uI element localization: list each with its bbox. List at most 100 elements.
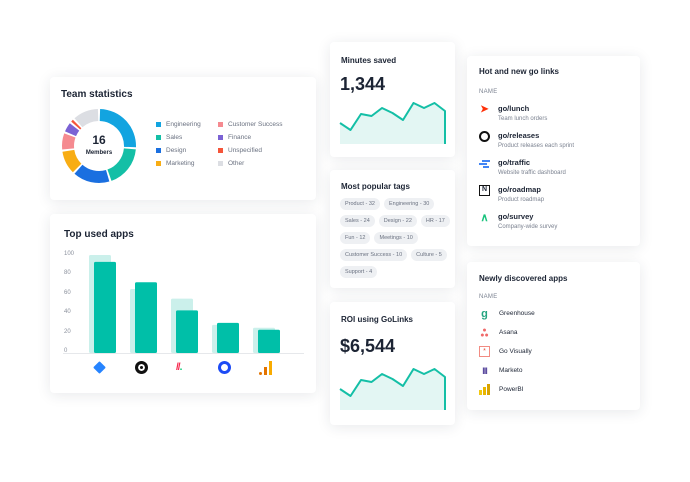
app-item[interactable]: * Go Visually	[479, 346, 532, 357]
bar-jira-current[interactable]	[94, 261, 116, 353]
donut-segment-design[interactable]	[74, 164, 110, 183]
legend-item: Marketing	[156, 160, 195, 167]
go-link-name[interactable]: go/releases	[498, 131, 540, 140]
legend-label: Engineering	[166, 121, 201, 128]
card-title: Team statistics	[61, 89, 133, 100]
app-item[interactable]: ● ●● Asana	[479, 326, 517, 339]
legend-item: Unspecified	[218, 147, 262, 154]
y-tick-label: 60	[64, 289, 71, 296]
legend-swatch	[156, 122, 161, 127]
go-link-item[interactable]: ∧ go/survey Company-wide survey	[479, 212, 557, 230]
card-title: Minutes saved	[341, 56, 397, 65]
popular-tags-card: Most popular tags Product - 32 Engineerin…	[330, 170, 455, 288]
donut-segment-other[interactable]	[74, 109, 99, 128]
legend-item: Finance	[218, 134, 251, 141]
legend-swatch	[218, 122, 223, 127]
legend-swatch	[156, 161, 161, 166]
tag-chip[interactable]: Fun - 12	[340, 232, 371, 244]
column-header: NAME	[479, 89, 498, 95]
tag-chip[interactable]: Support - 4	[340, 266, 378, 278]
go-link-item[interactable]: ➤ go/lunch Team lunch orders	[479, 104, 547, 122]
members-donut-chart	[62, 109, 136, 183]
y-tick-label: 20	[64, 328, 71, 335]
sparkline-line	[339, 102, 446, 144]
bar-google-analytics-current[interactable]	[258, 329, 280, 353]
go-link-name[interactable]: go/survey	[498, 212, 534, 221]
legend-item: Engineering	[156, 121, 201, 128]
legend-item: Customer Success	[218, 121, 283, 128]
tag-chip[interactable]: Engineering - 30	[383, 198, 435, 210]
powerbi-icon	[479, 384, 490, 395]
card-title: Top used apps	[64, 229, 134, 240]
app-item[interactable]: III Marketo	[479, 365, 522, 376]
bar-productboard-current[interactable]	[217, 322, 239, 353]
tag-chip[interactable]: Customer Success - 10	[340, 249, 408, 261]
minutes-sparkline	[339, 102, 446, 144]
team-statistics-card: Team statistics 16 Members Engineering Sa…	[50, 77, 316, 200]
legend-label: Sales	[166, 134, 183, 141]
notion-icon: N	[479, 185, 490, 196]
sparkline-line	[339, 368, 446, 410]
legend-swatch	[218, 161, 223, 166]
sparkline-area	[340, 369, 445, 410]
asana-icon: ● ●●	[480, 326, 489, 339]
tag-chip[interactable]: Design - 22	[378, 215, 417, 227]
donut-segment-marketing[interactable]	[62, 149, 82, 173]
doordash-icon: ➤	[480, 104, 489, 115]
legend-label: Marketing	[166, 160, 195, 167]
tag-chip[interactable]: Sales - 24	[340, 215, 375, 227]
legend-swatch	[156, 148, 161, 153]
tag-chip[interactable]: Product - 32	[340, 198, 380, 210]
donut-segment-sales[interactable]	[107, 148, 136, 181]
donut-segment-unspecified[interactable]	[71, 119, 82, 130]
card-title: Hot and new go links	[479, 67, 560, 76]
roi-sparkline	[339, 368, 446, 410]
roi-value: $6,544	[340, 336, 396, 356]
donut-segment-customer-success[interactable]	[62, 133, 76, 150]
survey-icon: ∧	[480, 212, 489, 224]
bar-github-current[interactable]	[135, 282, 157, 353]
y-tick-label: 80	[64, 270, 71, 277]
legend-item: Sales	[156, 134, 182, 141]
go-link-description: Product releases each sprint	[498, 143, 575, 149]
legend-label: Design	[166, 147, 187, 154]
column-header: NAME	[479, 294, 498, 300]
marketo-icon: III	[482, 365, 487, 376]
card-title: Most popular tags	[341, 182, 410, 191]
app-item[interactable]: PowerBI	[479, 384, 524, 395]
analytics-icon	[479, 158, 490, 169]
github-icon	[135, 361, 148, 374]
bar-monday-current[interactable]	[176, 310, 198, 353]
donut-center-value: 16	[92, 133, 106, 147]
top-used-apps-card: Top used apps 100 80 60 40 20 0 //.	[50, 214, 316, 393]
tag-chip[interactable]: HR - 17	[420, 215, 450, 227]
new-apps-card: Newly discovered apps NAME g Greenhouse ● ●…	[467, 262, 640, 410]
legend-item: Other	[218, 160, 244, 167]
donut-segment-finance[interactable]	[65, 123, 80, 137]
legend-item: Design	[156, 147, 186, 154]
go-link-description: Website traffic dashboard	[498, 170, 566, 176]
app-item[interactable]: g Greenhouse	[479, 307, 535, 320]
go-link-name[interactable]: go/roadmap	[498, 185, 541, 194]
app-name: PowerBI	[499, 386, 524, 393]
y-tick-label: 0	[64, 348, 68, 354]
donut-segment-engineering[interactable]	[99, 109, 136, 148]
go-link-name[interactable]: go/traffic	[498, 158, 531, 167]
legend-swatch	[218, 148, 223, 153]
go-link-item[interactable]: go/releases Product releases each sprint	[479, 131, 574, 149]
sparkline-area	[340, 103, 445, 144]
card-title: ROI using GoLinks	[341, 315, 414, 324]
monday-icon: //.	[176, 362, 182, 373]
go-link-name[interactable]: go/lunch	[498, 104, 530, 113]
go-link-description: Product roadmap	[498, 197, 545, 203]
greenhouse-icon: g	[481, 307, 488, 320]
minutes-saved-card: Minutes saved 1,344	[330, 42, 455, 157]
app-name: Marketo	[499, 367, 523, 374]
tag-chip[interactable]: Meetings - 10	[374, 232, 418, 244]
go-link-description: Company-wide survey	[498, 224, 558, 230]
tag-chip[interactable]: Culture - 5	[411, 249, 447, 261]
legend-label: Other	[228, 160, 245, 167]
y-tick-label: 100	[64, 251, 75, 257]
go-link-item[interactable]: go/traffic Website traffic dashboard	[479, 158, 566, 176]
